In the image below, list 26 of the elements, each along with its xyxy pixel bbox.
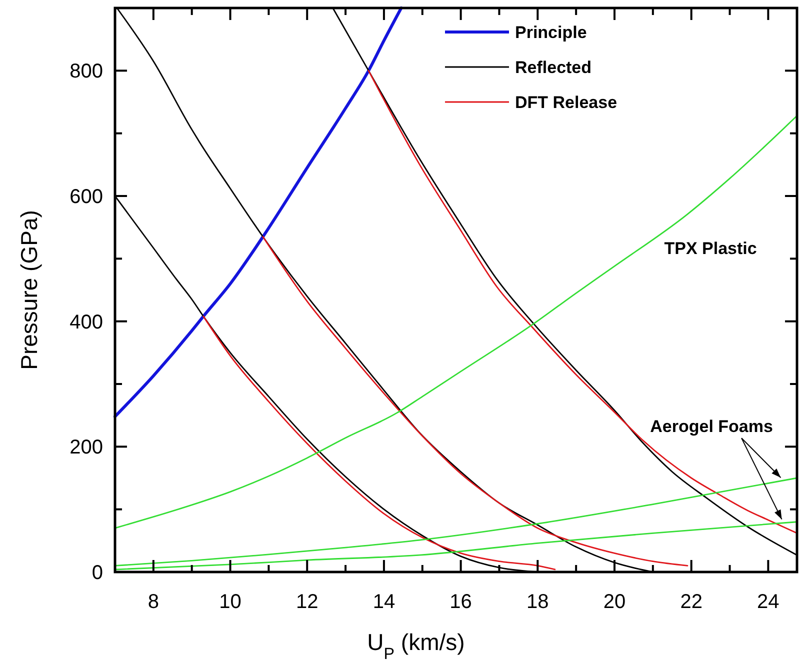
legend-label: Principle [515,22,587,42]
line-series [114,115,798,529]
line-series [114,477,798,566]
x-tick-label: 16 [450,591,472,613]
x-axis-title: U$_{P}$ (km/s) [367,629,465,660]
x-tick-label: 8 [148,591,159,613]
x-tick-label: 10 [219,591,242,613]
line-series [114,521,798,570]
x-tick-label: 20 [603,591,626,613]
annotation: Aerogel Foams [650,417,773,436]
legend-label: Reflected [515,58,592,77]
x-tick-label: 12 [296,591,318,613]
y-tick-label: 800 [70,60,103,83]
legend-label: DFT Release [515,92,618,112]
annotation: TPX Plastic [664,238,757,258]
y-tick-label: 200 [70,436,103,459]
x-tick-label: 18 [526,591,549,613]
y-tick-label: 600 [70,186,103,208]
y-axis-title: Pressure (GPa) [16,210,42,370]
line-series [202,316,556,570]
x-tick-label: 14 [372,591,396,613]
y-tick-label: 0 [92,562,103,584]
x-tick-label: 22 [680,591,702,613]
line-series [114,6,403,418]
x-tick-label: 24 [757,591,780,613]
y-tick-label: 400 [70,311,103,334]
